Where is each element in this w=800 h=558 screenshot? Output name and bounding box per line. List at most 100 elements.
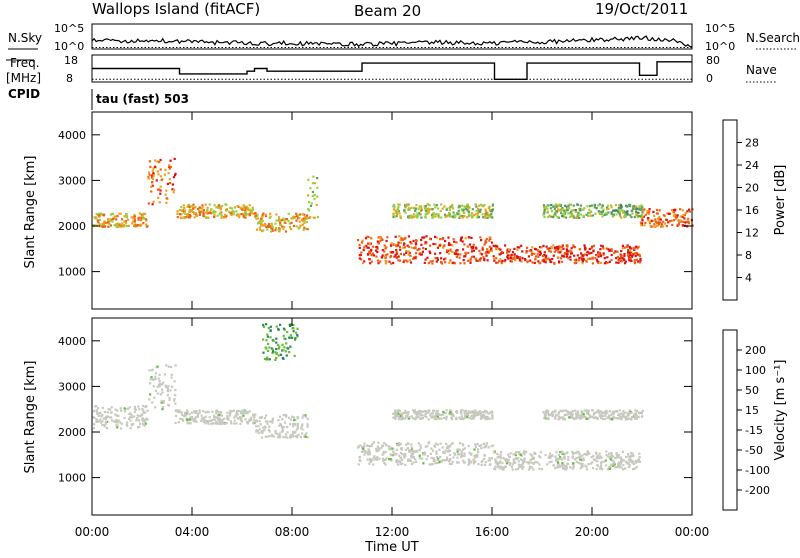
scatter-cell [487,213,490,216]
scatter-cell [429,208,432,211]
scatter-cell [618,257,621,260]
scatter-cell [544,205,548,209]
scatter-cell [464,255,467,258]
scatter-cell [548,452,552,455]
scatter-cell [290,323,293,326]
scatter-cell [445,446,449,449]
scatter-cell [288,351,291,354]
scatter-cell [578,416,581,419]
scatter-cell [417,413,420,416]
scatter-cell [437,214,440,217]
scatter-cell [230,211,233,214]
scatter-cell [594,411,597,414]
scatter-cell [523,453,526,456]
scatter-cell [164,168,167,171]
scatter-cell [620,216,623,219]
scatter-cell [97,221,100,224]
scatter-cell [600,206,603,209]
scatter-cell [491,210,494,213]
scatter-cell [148,160,151,163]
scatter-cell [274,431,277,434]
scatter-cell [413,215,416,219]
scatter-cell [215,410,218,413]
scatter-cell [565,255,569,258]
scatter-cell [369,242,372,245]
scatter-cell [117,414,120,417]
scatter-cell [525,451,528,454]
scatter-cell [105,427,109,430]
scatter-cell [393,255,396,258]
scatter-cell [249,208,252,212]
scatter-cell [470,250,474,253]
scatter-cell [434,235,437,238]
scatter-cell [639,206,642,209]
scatter-cell [583,453,586,456]
scatter-cell [228,412,231,415]
scatter-cell [449,248,452,251]
scatter-cell [420,238,423,242]
scatter-cell [394,414,397,417]
scatter-cell [658,215,661,219]
scatter-cell [361,262,365,265]
scatter-cell [600,261,603,264]
scatter-cell [436,456,439,459]
scatter-cell [478,411,481,414]
scatter-cell [203,420,206,423]
scatter-cell [599,455,602,458]
scatter-cell [408,259,411,262]
scatter-cell [479,257,482,260]
scatter-cell [97,407,100,410]
scatter-cell [629,214,632,217]
scatter-cell [593,206,596,209]
time-tick-label: 20:00 [575,525,610,539]
scatter-cell [304,227,307,230]
scatter-cell [628,259,631,262]
scatter-cell [614,466,617,469]
scatter-cell [639,257,642,260]
scatter-cell [289,345,292,348]
scatter-cell [186,409,189,412]
scatter-cell [459,262,462,265]
scatter-cell [595,253,598,257]
scatter-cell [616,410,619,413]
scatter-cell [101,414,104,417]
scatter-cell [452,207,455,210]
scatter-cell [485,444,488,447]
scatter-cell [156,365,159,368]
scatter-cell [270,222,273,225]
scatter-cell [456,461,459,464]
scatter-cell [376,250,379,254]
scatter-cell [537,455,541,458]
scatter-cell [275,352,278,355]
scatter-cell [596,416,599,420]
scatter-cell [452,211,455,214]
scatter-cell [218,420,221,423]
scatter-cell [561,462,564,465]
scatter-cell [491,208,495,211]
scatter-cell [274,429,277,433]
scatter-cell [468,458,471,461]
scatter-cell [565,466,568,469]
scatter-cell [397,416,400,419]
scatter-cell [492,244,495,247]
scatter-cell [405,250,408,253]
scatter-cell [128,412,131,415]
scatter-cell [438,461,441,464]
scatter-cell [233,419,236,422]
scatter-cell [636,247,639,250]
scatter-cell [488,250,491,253]
scatter-cell [223,417,226,420]
scatter-cell [623,210,626,213]
scatter-cell [277,419,280,422]
scatter-cell [570,247,573,250]
scatter-cell [441,459,444,462]
scatter-cell [309,204,313,207]
scatter-cell [635,410,639,413]
scatter-cell [608,456,611,459]
scatter-cell [133,213,136,217]
scatter-cell [436,415,439,418]
scatter-cell [494,459,497,462]
scatter-cell [461,240,464,243]
scatter-cell [611,464,615,467]
